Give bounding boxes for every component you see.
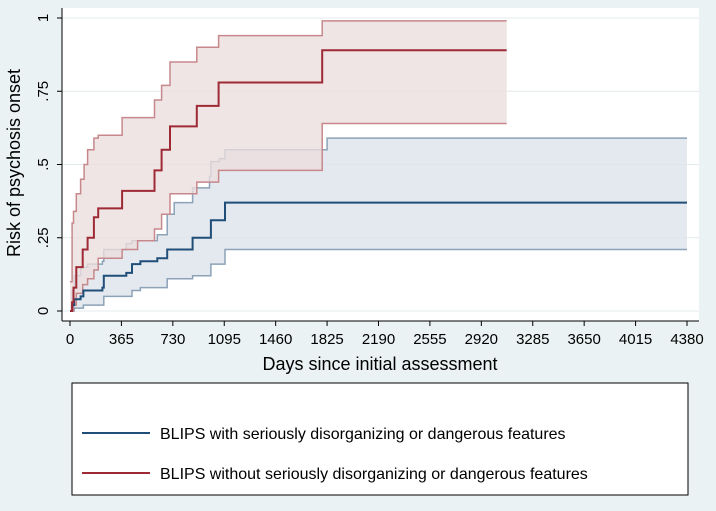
estimate-lines <box>70 49 687 312</box>
ci-lower-1 <box>70 122 507 312</box>
x-tick-label-8: 2920 <box>465 331 498 348</box>
legend-label-blue: BLIPS with seriously disorganizing or da… <box>160 426 566 443</box>
legend-label-red: BLIPS without seriously disorganizing or… <box>160 466 588 483</box>
legend-box <box>71 382 689 496</box>
y-tick-label-2: .5 <box>35 158 52 171</box>
legend: BLIPS with seriously disorganizing or da… <box>71 382 689 496</box>
y-tick-label-4: 1 <box>35 14 52 22</box>
estimate-line-0 <box>70 201 687 312</box>
y-tick-label-3: .75 <box>35 81 52 102</box>
y-tick-label-1: .25 <box>35 227 52 248</box>
ci-upper-1 <box>70 20 507 283</box>
ci-lower-0 <box>70 248 687 312</box>
x-tick-label-1: 365 <box>109 331 134 348</box>
confidence-bands <box>70 20 687 312</box>
ci-band-0 <box>70 138 687 311</box>
x-tick-label-9: 3285 <box>516 331 549 348</box>
x-ticks: 0 365 730 1095 1460 1825 2190 2555 2920 3285 3650 4… <box>66 321 704 348</box>
y-axis-title: Risk of psychosis onset <box>4 69 24 257</box>
x-tick-label-12: 4380 <box>670 331 703 348</box>
x-tick-label-7: 2555 <box>413 331 446 348</box>
x-tick-label-2: 730 <box>160 331 185 348</box>
y-tick-label-0: 0 <box>35 307 52 315</box>
x-tick-label-4: 1460 <box>259 331 292 348</box>
y-ticks: 0 .25 .5 .75 1 <box>35 14 62 315</box>
x-tick-label-11: 4015 <box>619 331 652 348</box>
x-tick-label-6: 2190 <box>362 331 395 348</box>
x-tick-label-0: 0 <box>66 331 74 348</box>
x-tick-label-10: 3650 <box>567 331 600 348</box>
x-axis-title: Days since initial assessment <box>262 354 497 374</box>
ci-band-1 <box>70 20 507 312</box>
x-tick-label-3: 1095 <box>208 331 241 348</box>
estimate-line-1 <box>70 49 507 312</box>
x-tick-label-5: 1825 <box>310 331 343 348</box>
